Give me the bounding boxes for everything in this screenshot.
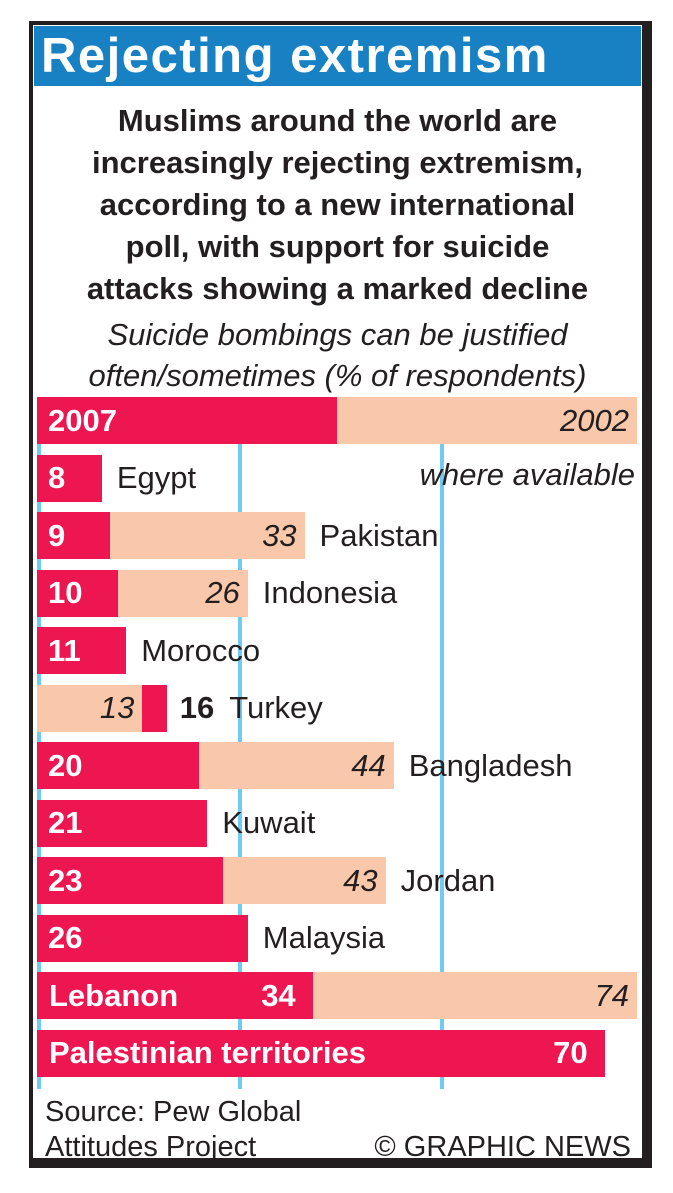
country-label: Egypt	[116, 460, 197, 495]
value-2007: 34	[261, 977, 296, 1013]
value-2002: 33	[262, 517, 297, 553]
bar-2007: 20	[37, 742, 200, 789]
bar-2007	[142, 684, 167, 732]
bar-2007: 8	[37, 454, 102, 502]
value-2007: 11	[48, 632, 81, 668]
source-line: Attitudes Project	[45, 1131, 257, 1163]
value-2007: 8	[48, 460, 66, 495]
bar-chart: 2007 2002 where available 8 Egypt 9 33 Pakistan…	[37, 397, 637, 1092]
intro-line: increasingly rejecting extremism,	[91, 145, 584, 180]
intro-line: Muslims around the world are	[117, 103, 558, 138]
value-2002: 44	[351, 747, 386, 783]
intro-line: attacks showing a marked decline	[86, 271, 589, 306]
legend-2007-swatch: 2007	[37, 397, 337, 444]
value-2002: 13	[99, 690, 135, 725]
legend-2007-label: 2007	[48, 402, 117, 438]
value-2002: 26	[205, 575, 240, 610]
intro-text: Muslims around the world are increasingl…	[33, 100, 642, 310]
country-label: Kuwait	[222, 805, 316, 840]
chart-row-pakistan: 9 33 Pakistan	[37, 512, 637, 559]
chart-subtitle: Suicide bombings can be justified often/…	[33, 314, 642, 396]
chart-row-jordan: 23 43 Jordan	[37, 857, 637, 904]
bar-2007: 9	[37, 512, 110, 559]
bar-2007: 26	[37, 914, 248, 962]
bar-2007: 10	[37, 569, 119, 617]
copyright: © GRAPHIC NEWS	[374, 1131, 631, 1163]
bar-2002: 43	[223, 857, 386, 904]
gridline-50	[440, 397, 445, 1089]
country-label: Palestinian territories	[49, 1035, 367, 1070]
bar-2002: 33	[109, 512, 305, 559]
country-label: Bangladesh	[408, 747, 573, 783]
legend-2002-swatch: 2002	[337, 397, 637, 444]
title-bar: Rejecting extremism	[34, 26, 641, 86]
footer: Source: Pew Global Attitudes Project © G…	[45, 1095, 631, 1165]
country-label: Pakistan	[319, 517, 439, 553]
value-2002: 43	[343, 862, 378, 898]
subtitle-line: Suicide bombings can be justified	[107, 317, 568, 352]
source-credit: Source: Pew Global Attitudes Project	[45, 1095, 301, 1165]
infographic-frame: Rejecting extremism Muslims around the w…	[29, 21, 652, 1168]
chart-row-palestinian-territories: Palestinian territories 70	[37, 1029, 637, 1077]
value-2007: 10	[48, 575, 83, 610]
country-label: Jordan	[400, 862, 496, 898]
value-2007: 23	[48, 862, 83, 898]
country-label: Malaysia	[262, 920, 386, 955]
value-2007: 26	[48, 920, 83, 955]
chart-row-morocco: 11 Morocco	[37, 627, 637, 674]
value-2002: 74	[594, 977, 629, 1013]
chart-row-turkey: 13 16 Turkey	[37, 684, 637, 732]
bar-2002: 13	[37, 684, 143, 732]
intro-line: poll, with support for suicide	[125, 229, 550, 264]
bar-2002: 44	[199, 742, 394, 789]
value-2007: 16	[179, 690, 215, 725]
chart-row-egypt: 8 Egypt	[37, 454, 637, 502]
legend-row: 2007 2002	[37, 397, 637, 444]
value-2007: 21	[48, 805, 83, 840]
legend-2002-label: 2002	[560, 402, 629, 438]
page-title: Rejecting extremism	[41, 29, 549, 83]
bar-2007: 23	[37, 857, 224, 904]
bar-2007: 21	[37, 799, 208, 847]
bar-2002: 26	[118, 569, 248, 617]
chart-row-kuwait: 21 Kuwait	[37, 799, 637, 847]
subtitle-line: often/sometimes (% of respondents)	[88, 358, 587, 393]
value-2007: 20	[48, 747, 83, 783]
bar-2002: 74	[312, 972, 637, 1019]
value-2007: 70	[553, 1035, 588, 1070]
country-label: Lebanon	[49, 977, 179, 1013]
legend-note: where available	[419, 457, 635, 492]
intro-line: according to a new international	[99, 187, 576, 222]
country-label: Turkey	[229, 690, 323, 725]
country-label: Indonesia	[262, 575, 398, 610]
chart-row-malaysia: 26 Malaysia	[37, 914, 637, 962]
chart-row-lebanon: Lebanon 34 74	[37, 972, 637, 1019]
source-line: Source: Pew Global	[45, 1096, 302, 1128]
value-2007: 9	[48, 517, 66, 553]
bar-2007: Palestinian territories 70	[37, 1029, 605, 1077]
chart-row-bangladesh: 20 44 Bangladesh	[37, 742, 637, 789]
chart-row-indonesia: 10 26 Indonesia	[37, 569, 637, 617]
bar-2007: Lebanon 34	[37, 972, 313, 1019]
country-label: Morocco	[141, 632, 261, 668]
bar-2007: 11	[37, 627, 127, 674]
